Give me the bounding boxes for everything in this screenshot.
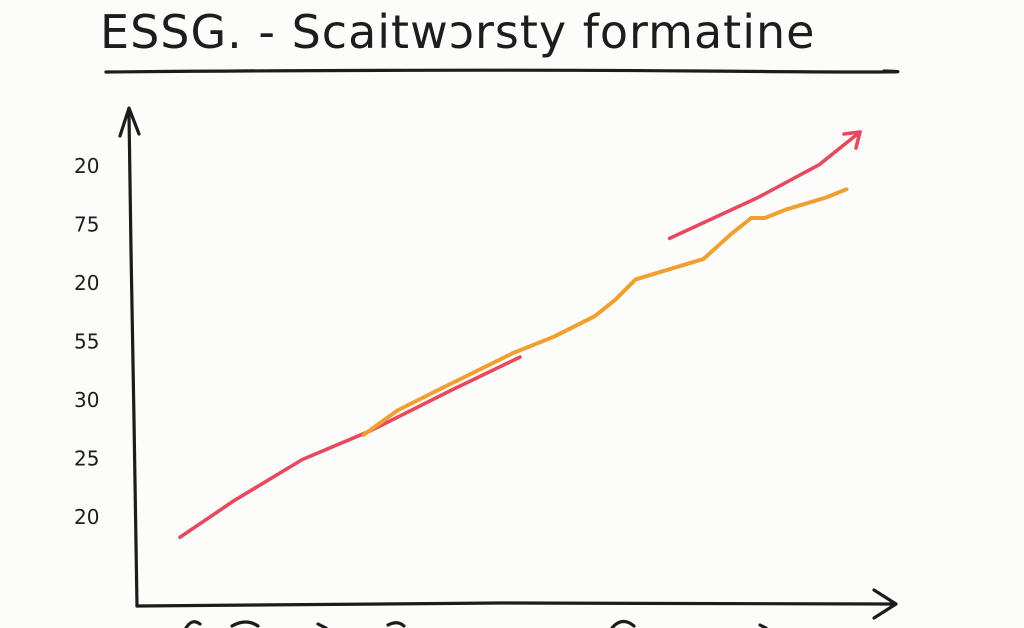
series-1-line-segment-1 (178, 355, 522, 540)
title-underline (104, 68, 900, 74)
y-axis-arrowhead (118, 106, 141, 138)
y-tick-labels: 20 75 20 55 30 25 20 (74, 154, 99, 529)
y-tick-label: 20 (74, 154, 99, 178)
y-tick-label: 20 (74, 271, 99, 295)
y-tick-label: 20 (74, 505, 99, 529)
y-tick-label: 75 (74, 213, 99, 237)
cropped-axis-label-fragment (184, 619, 768, 628)
x-axis-arrowhead (872, 588, 898, 620)
y-tick-label: 25 (74, 447, 99, 471)
series-arrowhead (842, 130, 862, 150)
y-axis-line (127, 112, 139, 608)
x-axis-line (135, 601, 896, 608)
series-1-line-segment-2 (667, 130, 862, 241)
series-2-line-segment-1 (361, 187, 849, 437)
chart-title: ESSG. - Scaitwɔrsty formatine (100, 5, 815, 59)
series-layer (178, 130, 862, 540)
y-tick-label: 55 (74, 330, 99, 354)
y-tick-label: 30 (74, 388, 99, 412)
